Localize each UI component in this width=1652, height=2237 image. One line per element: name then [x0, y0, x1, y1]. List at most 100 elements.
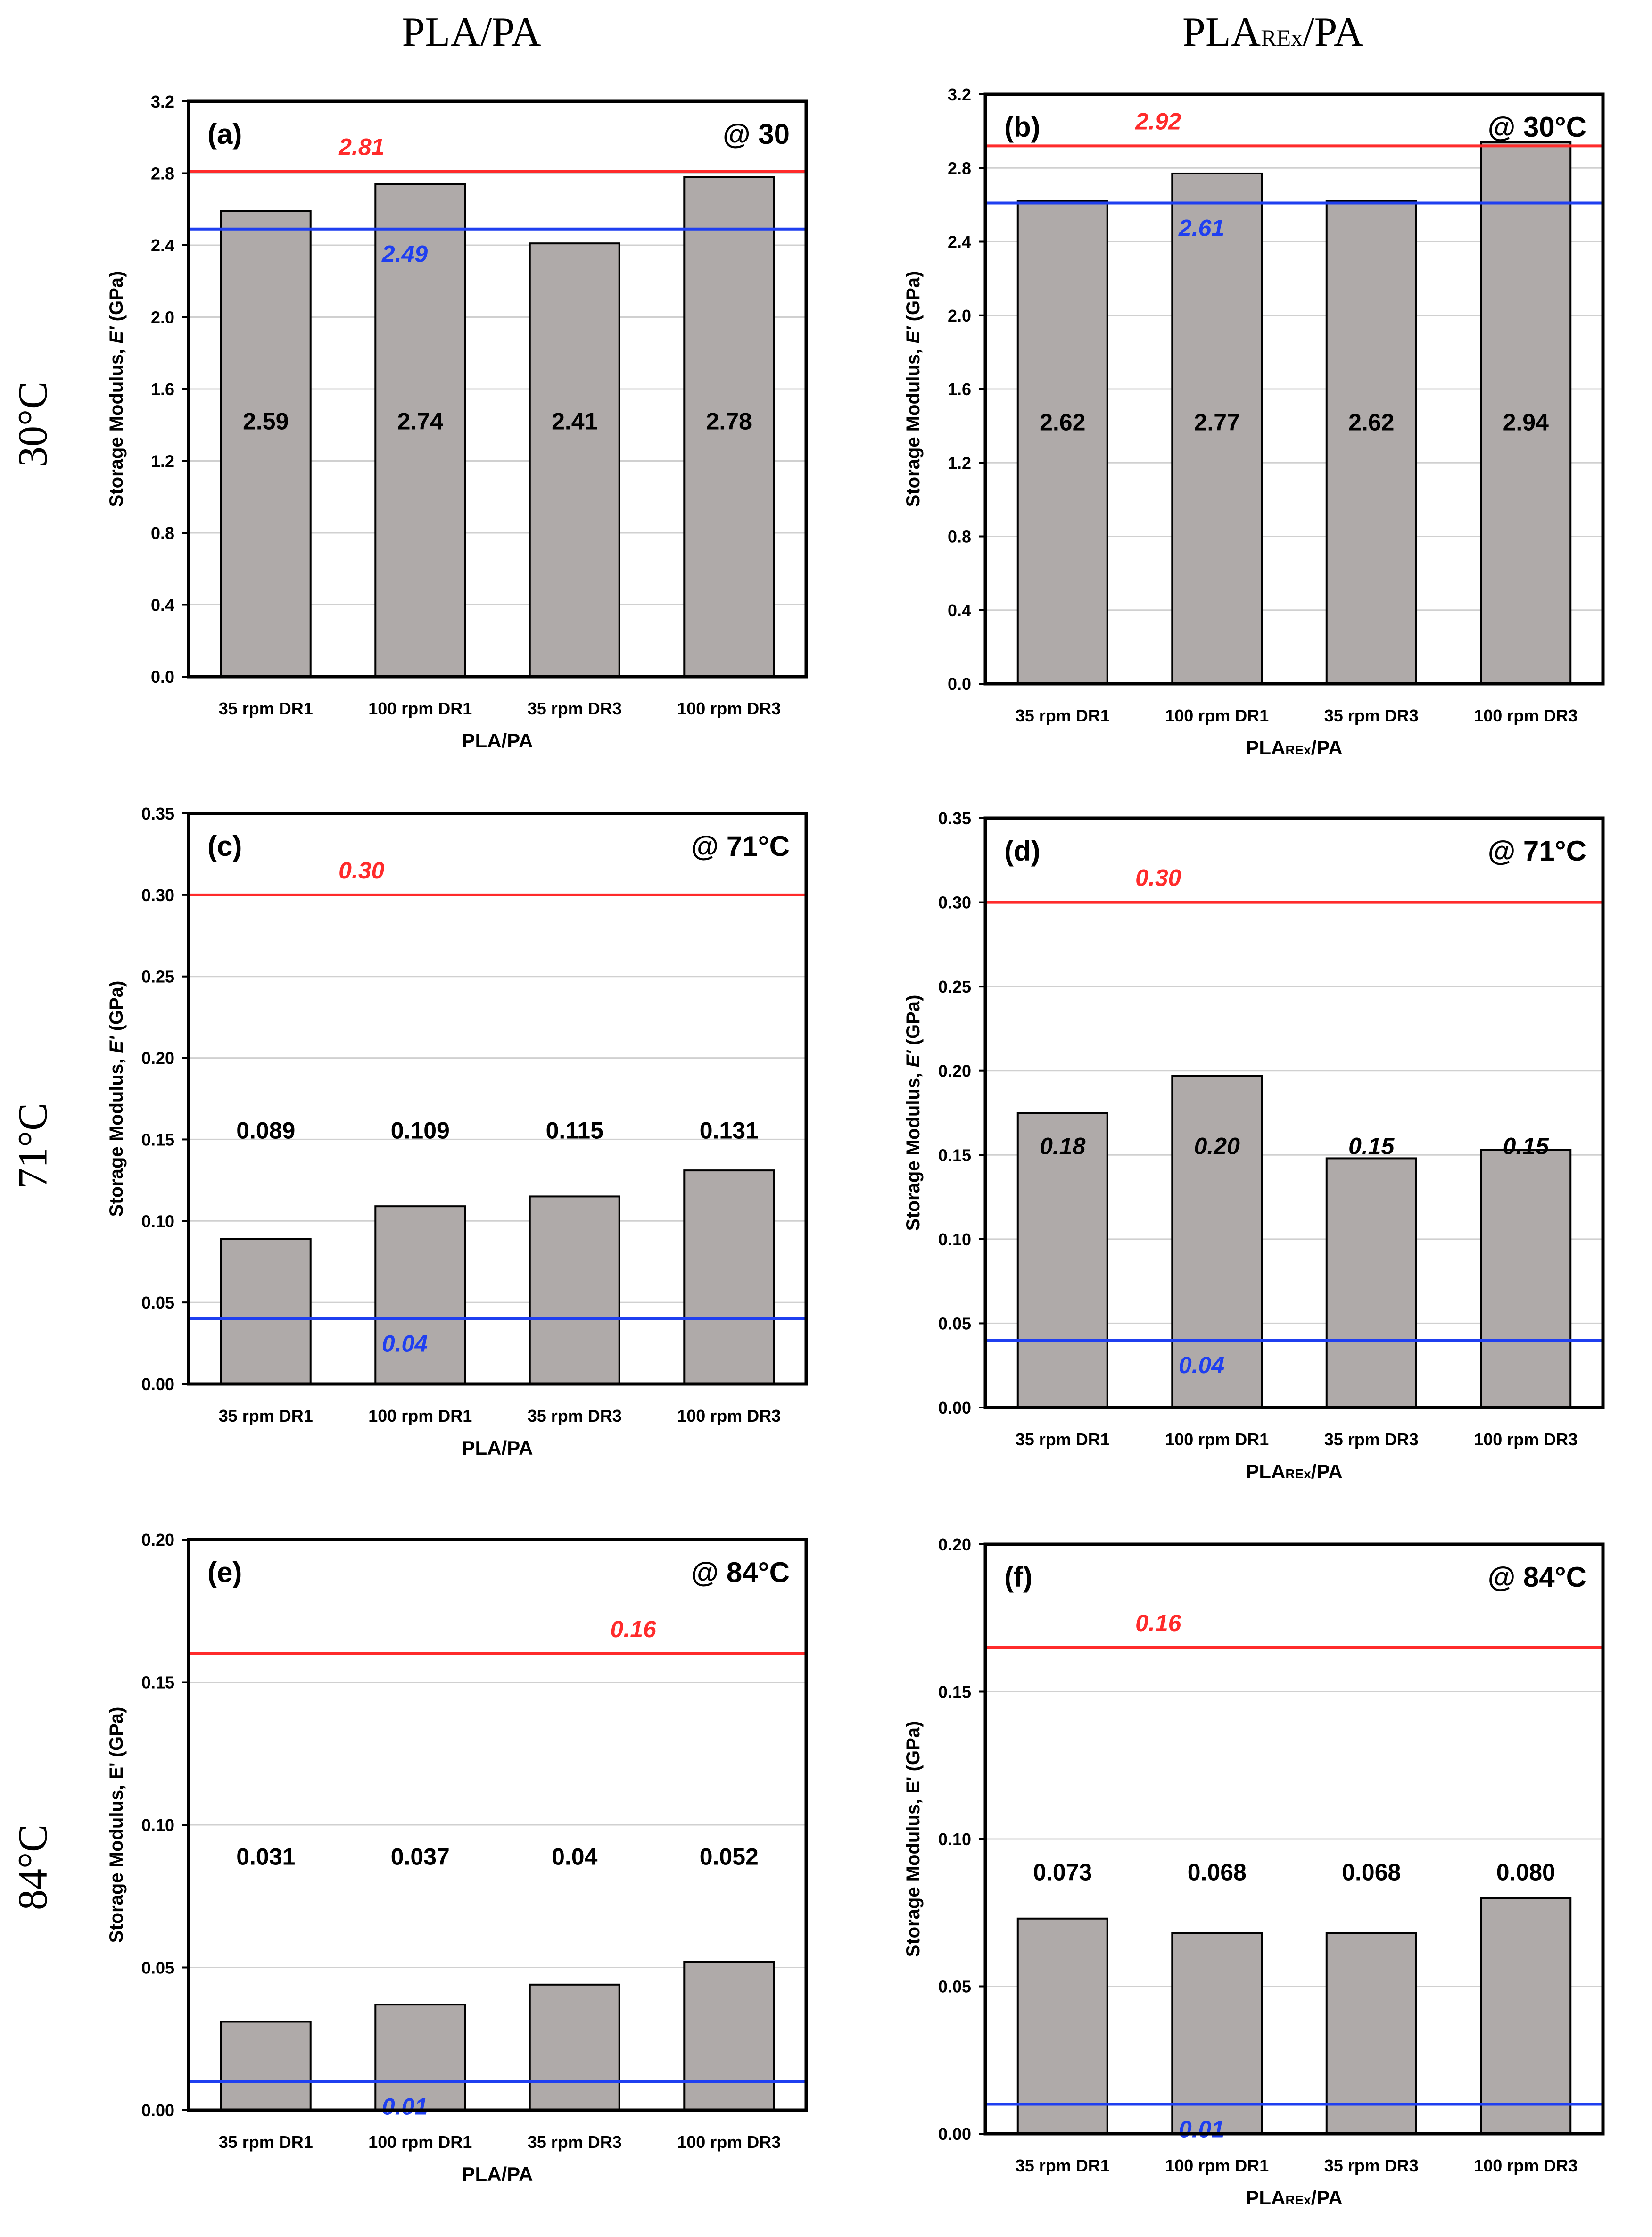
temperature-label: @ 84°C	[691, 1557, 790, 1588]
bar-value-label: 0.115	[546, 1118, 603, 1144]
x-tick-label: 100 rpm DR3	[1474, 1430, 1578, 1449]
y-tick-label: 0.20	[938, 1061, 971, 1081]
bar	[529, 1983, 620, 2111]
y-axis-label-unit: (GPa)	[903, 995, 924, 1051]
lower-reference-label: 0.01	[382, 2094, 428, 2120]
bar-value-label: 0.068	[1342, 1859, 1401, 1886]
x-axis-label-main: PLA/PA	[462, 2163, 533, 2185]
x-tick-label: 35 rpm DR1	[219, 699, 313, 718]
y-tick-label: 2.0	[151, 308, 174, 327]
y-tick-label: 0.05	[938, 1314, 971, 1333]
x-axis-label-main: PLA	[1246, 737, 1285, 759]
bar	[374, 2004, 466, 2111]
y-tick-label: 0.05	[141, 1958, 174, 1978]
x-axis-label-main: PLA	[1246, 1460, 1285, 1483]
y-axis-label: Storage Modulus, E' (GPa)	[106, 1707, 127, 1943]
y-axis-label: Storage Modulus, E' (GPa)	[903, 995, 924, 1231]
bar	[220, 210, 312, 678]
bar-value-label: 0.080	[1496, 1859, 1555, 1886]
x-tick-label: 100 rpm DR1	[1165, 2156, 1269, 2175]
bar-value-label: 0.037	[391, 1844, 450, 1870]
lower-reference-label: 0.04	[382, 1331, 428, 1357]
column-header-plarex-main: PLA	[1182, 9, 1261, 55]
y-axis-label: Storage Modulus, E' (GPa)	[903, 271, 924, 507]
y-tick-label: 1.6	[948, 380, 971, 399]
column-header-plarex-tail: /PA	[1303, 9, 1364, 55]
x-tick-label: 100 rpm DR3	[1474, 706, 1578, 725]
x-axis-label-tail: /PA	[1311, 2187, 1343, 2209]
x-tick-label: 35 rpm DR3	[1324, 2156, 1419, 2175]
plot-frame	[187, 812, 808, 1386]
y-tick-label: 2.4	[151, 236, 174, 255]
panel-label: (a)	[207, 118, 242, 150]
x-tick-label: 35 rpm DR3	[528, 699, 622, 718]
x-axis-label-sub: REx	[1285, 2193, 1311, 2207]
bar-value-label: 2.77	[1194, 409, 1240, 436]
upper-reference-label: 0.16	[611, 1616, 657, 1642]
bar-value-label: 0.04	[552, 1844, 598, 1870]
bar	[683, 1169, 775, 1385]
y-tick-label: 0.25	[141, 967, 174, 986]
bar	[683, 1961, 775, 2111]
upper-reference-label: 0.30	[1135, 865, 1181, 891]
upper-reference-label: 0.30	[339, 857, 385, 884]
temperature-label: @ 71°C	[691, 830, 790, 862]
x-tick-label: 100 rpm DR3	[1474, 2156, 1578, 2175]
temperature-label: @ 71°C	[1488, 835, 1586, 867]
y-axis-label-main: Storage Modulus, E' (GPa)	[106, 1707, 127, 1943]
x-tick-label: 100 rpm DR1	[368, 2132, 472, 2152]
bar	[1171, 1932, 1263, 2135]
lower-reference-label: 0.04	[1179, 1352, 1224, 1378]
bar	[1325, 1157, 1417, 1408]
bar	[1480, 1897, 1572, 2135]
x-tick-label: 100 rpm DR1	[1165, 1430, 1269, 1449]
y-tick-label: 0.35	[141, 804, 174, 823]
upper-reference-label: 2.81	[338, 134, 384, 160]
y-tick-label: 2.8	[151, 164, 174, 183]
y-tick-label: 2.4	[948, 232, 971, 252]
bar	[1480, 141, 1572, 685]
bar	[374, 183, 466, 678]
bar	[1325, 200, 1417, 685]
panel-label: (b)	[1004, 111, 1041, 143]
column-header-pla-pa-text: PLA/PA	[402, 9, 541, 55]
bar	[1016, 1112, 1108, 1408]
x-tick-label: 100 rpm DR3	[677, 699, 781, 718]
y-tick-label: 0.10	[938, 1830, 971, 1849]
x-axis-label: PLAREx/PA	[1246, 1460, 1342, 1483]
x-axis-label-main: PLA	[1246, 2187, 1285, 2209]
y-axis-label-symbol: E'	[106, 1036, 127, 1053]
y-axis-label-main: Storage Modulus, E' (GPa)	[903, 1721, 924, 1957]
column-header-pla-pa: PLA/PA	[402, 8, 541, 56]
y-tick-label: 0.10	[938, 1230, 971, 1249]
temperature-label: @ 84°C	[1488, 1561, 1586, 1593]
y-tick-label: 0.35	[938, 809, 971, 828]
y-tick-label: 0.00	[938, 1398, 971, 1417]
bar-value-label: 0.18	[1040, 1133, 1086, 1160]
plot-frame	[983, 816, 1605, 1409]
y-axis-label-symbol: E'	[106, 326, 127, 344]
y-tick-label: 0.05	[141, 1293, 174, 1312]
y-axis-label-main: Storage Modulus,	[106, 344, 127, 507]
x-tick-label: 35 rpm DR1	[1016, 706, 1110, 725]
bar-value-label: 0.068	[1188, 1859, 1247, 1886]
x-axis-label: PLA/PA	[462, 2163, 533, 2185]
lower-reference-label: 2.49	[381, 241, 428, 267]
y-tick-label: 0.15	[141, 1130, 174, 1149]
bar-value-label: 0.089	[236, 1118, 295, 1144]
lower-reference-label: 0.01	[1179, 2116, 1224, 2143]
y-tick-label: 0.0	[948, 674, 971, 694]
y-axis-label-main: Storage Modulus,	[903, 344, 924, 507]
y-tick-label: 0.00	[938, 2124, 971, 2144]
bar-value-label: 0.109	[391, 1118, 450, 1144]
y-axis-label: Storage Modulus, E' (GPa)	[106, 981, 127, 1217]
y-tick-label: 0.4	[151, 596, 174, 615]
bar	[1016, 1917, 1108, 2135]
bar-value-label: 2.78	[706, 408, 752, 434]
y-tick-label: 0.8	[948, 527, 971, 547]
x-tick-label: 35 rpm DR3	[528, 1406, 622, 1425]
bar	[529, 1195, 620, 1385]
